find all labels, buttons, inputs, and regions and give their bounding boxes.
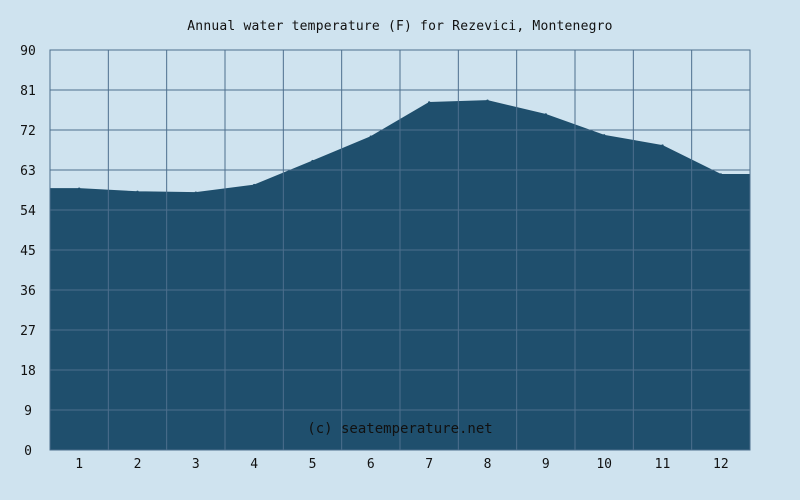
watermark-label: (c) seatemperature.net xyxy=(307,421,492,437)
x-tick-label-6: 6 xyxy=(367,457,375,472)
data-point-9 xyxy=(544,113,548,116)
data-point-10 xyxy=(602,134,606,137)
data-point-7 xyxy=(427,101,431,104)
x-tick-label-3: 3 xyxy=(192,457,200,472)
y-tick-label-4: 36 xyxy=(20,284,36,299)
y-tick-label-7: 63 xyxy=(20,164,36,179)
data-point-3 xyxy=(194,191,198,194)
y-tick-label-9: 81 xyxy=(20,84,36,99)
x-tick-label-9: 9 xyxy=(542,457,550,472)
x-tick-label-2: 2 xyxy=(134,457,142,472)
data-point-5 xyxy=(311,159,314,163)
data-point-4 xyxy=(252,183,256,187)
y-tick-label-3: 27 xyxy=(20,324,36,339)
chart-title: Annual water temperature (F) for Rezevic… xyxy=(187,19,613,34)
x-tick-label-10: 10 xyxy=(596,457,612,472)
data-point-11 xyxy=(661,144,664,147)
x-tick-label-1: 1 xyxy=(75,457,83,472)
data-point-6 xyxy=(369,135,373,138)
x-tick-label-8: 8 xyxy=(484,457,492,472)
x-tick-label-11: 11 xyxy=(655,457,671,472)
y-tick-label-8: 72 xyxy=(20,124,36,139)
x-tick-label-12: 12 xyxy=(713,457,729,472)
y-tick-label-0: 0 xyxy=(24,444,32,459)
data-point-12 xyxy=(719,173,723,176)
y-tick-label-1: 9 xyxy=(24,404,32,419)
data-point-8 xyxy=(486,99,489,102)
y-tick-label-2: 18 xyxy=(20,364,36,379)
x-tick-label-7: 7 xyxy=(425,457,433,472)
plot-frame xyxy=(49,49,751,451)
y-tick-label-6: 54 xyxy=(20,204,36,219)
data-point-2 xyxy=(136,190,139,193)
x-tick-label-5: 5 xyxy=(309,457,317,472)
x-tick-label-4: 4 xyxy=(250,457,258,472)
data-point-1 xyxy=(77,187,81,190)
y-tick-label-5: 45 xyxy=(20,244,36,259)
y-tick-label-10: 90 xyxy=(20,44,36,59)
